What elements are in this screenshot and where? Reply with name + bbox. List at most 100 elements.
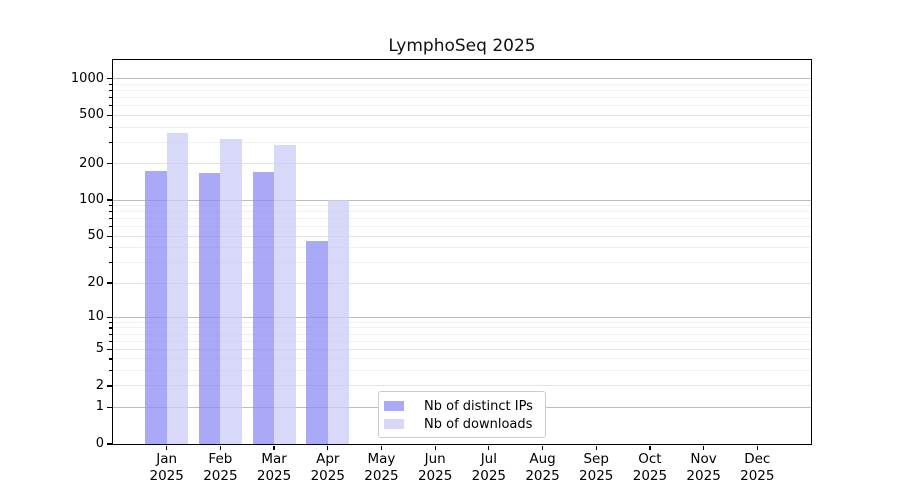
y-tick (107, 163, 112, 165)
x-tick (541, 445, 544, 450)
y-gridline (113, 262, 811, 263)
x-tick-label: Jan 2025 (149, 451, 184, 484)
x-tick (166, 445, 168, 450)
x-tick-label: Jul 2025 (471, 451, 507, 484)
y-tick-label: 200 (79, 155, 104, 171)
y-minor-tick (109, 90, 112, 92)
y-tick-label: 0 (95, 436, 104, 451)
x-tick-label: Oct 2025 (632, 451, 668, 484)
y-gridline (113, 163, 811, 165)
legend-entry-distinct-ips: Nb of distinct IPs (384, 397, 537, 415)
y-tick (107, 348, 112, 350)
x-tick-label: Jun 2025 (417, 451, 453, 484)
y-tick (107, 78, 112, 80)
y-gridline (113, 205, 811, 207)
y-minor-tick (109, 261, 112, 264)
y-gridline (113, 226, 811, 228)
y-minor-tick (109, 226, 112, 228)
bar-mar-distinct-ips (252, 171, 275, 444)
y-minor-tick (109, 211, 112, 213)
x-tick (488, 445, 490, 450)
y-tick-label: 1000 (70, 70, 104, 86)
y-tick-label: 10 (87, 309, 104, 325)
y-gridline (113, 327, 811, 329)
y-tick-label: 100 (79, 192, 104, 208)
legend-label-distinct-ips: Nb of distinct IPs (424, 398, 533, 414)
y-gridline (113, 90, 811, 92)
y-minor-tick (109, 105, 112, 107)
x-tick (649, 445, 651, 450)
x-tick (273, 445, 275, 450)
y-gridline (113, 78, 811, 80)
y-gridline (113, 141, 811, 143)
y-minor-tick (109, 321, 112, 323)
y-minor-tick (109, 247, 112, 249)
x-tick-label: May 2025 (364, 451, 399, 484)
x-tick-label: Apr 2025 (310, 451, 345, 484)
x-tick (434, 445, 436, 450)
y-tick-label: 2 (95, 377, 104, 393)
y-tick-label: 5 (95, 341, 104, 357)
y-minor-tick (109, 126, 112, 128)
y-gridline (113, 235, 811, 237)
y-gridline (113, 247, 811, 249)
y-minor-tick (109, 97, 112, 99)
y-gridline (113, 358, 811, 360)
y-tick (107, 316, 112, 318)
y-minor-tick (109, 370, 112, 372)
bar-feb-distinct-ips (198, 172, 221, 444)
y-tick-label: 1 (95, 399, 104, 415)
y-gridline (113, 211, 811, 213)
bar-mar-downloads (274, 144, 296, 444)
y-tick (107, 443, 112, 445)
bar-jan-distinct-ips (145, 170, 167, 444)
y-minor-tick (109, 340, 112, 342)
x-tick (380, 445, 383, 450)
x-tick (219, 445, 221, 450)
x-tick-label: Mar 2025 (256, 451, 292, 484)
bar-jan-downloads (166, 132, 189, 444)
legend: Nb of distinct IPs Nb of downloads (378, 391, 546, 438)
y-gridline (113, 218, 811, 220)
y-gridline (113, 348, 811, 350)
y-tick-label: 500 (79, 107, 104, 123)
y-gridline (113, 126, 811, 128)
y-tick (107, 114, 112, 117)
legend-swatch-downloads (384, 419, 404, 429)
y-gridline (113, 385, 811, 387)
y-tick (107, 235, 112, 237)
y-gridline (113, 199, 811, 201)
bar-apr-downloads (327, 200, 350, 444)
x-tick-label: Nov 2025 (686, 451, 721, 484)
bar-feb-downloads (220, 139, 242, 444)
x-tick-label: Sep 2025 (579, 451, 614, 484)
y-minor-tick (109, 205, 112, 207)
y-gridline (113, 97, 811, 99)
plot-area (113, 60, 811, 444)
legend-label-downloads: Nb of downloads (424, 416, 533, 432)
y-gridline (113, 370, 811, 372)
y-tick (107, 385, 112, 387)
y-tick (107, 199, 112, 201)
bar-apr-distinct-ips (306, 240, 328, 444)
y-gridline (113, 83, 811, 85)
x-tick-label: Dec 2025 (740, 451, 775, 484)
y-minor-tick (109, 327, 112, 329)
x-tick (327, 445, 329, 450)
y-tick-label: 20 (87, 275, 104, 291)
y-minor-tick (109, 83, 112, 86)
y-gridline (113, 114, 811, 116)
y-gridline (113, 105, 811, 107)
chart-title: LymphoSeq 2025 (388, 36, 536, 56)
y-tick-label: 50 (87, 228, 104, 244)
y-gridline (113, 333, 811, 335)
x-tick-label: Feb 2025 (203, 451, 238, 484)
legend-swatch-distinct-ips (384, 401, 404, 411)
y-tick (107, 406, 112, 408)
x-tick (756, 445, 758, 450)
y-gridline (113, 340, 811, 342)
x-tick (703, 445, 705, 450)
y-gridline (113, 321, 811, 323)
x-tick-label: Aug 2025 (525, 451, 560, 484)
